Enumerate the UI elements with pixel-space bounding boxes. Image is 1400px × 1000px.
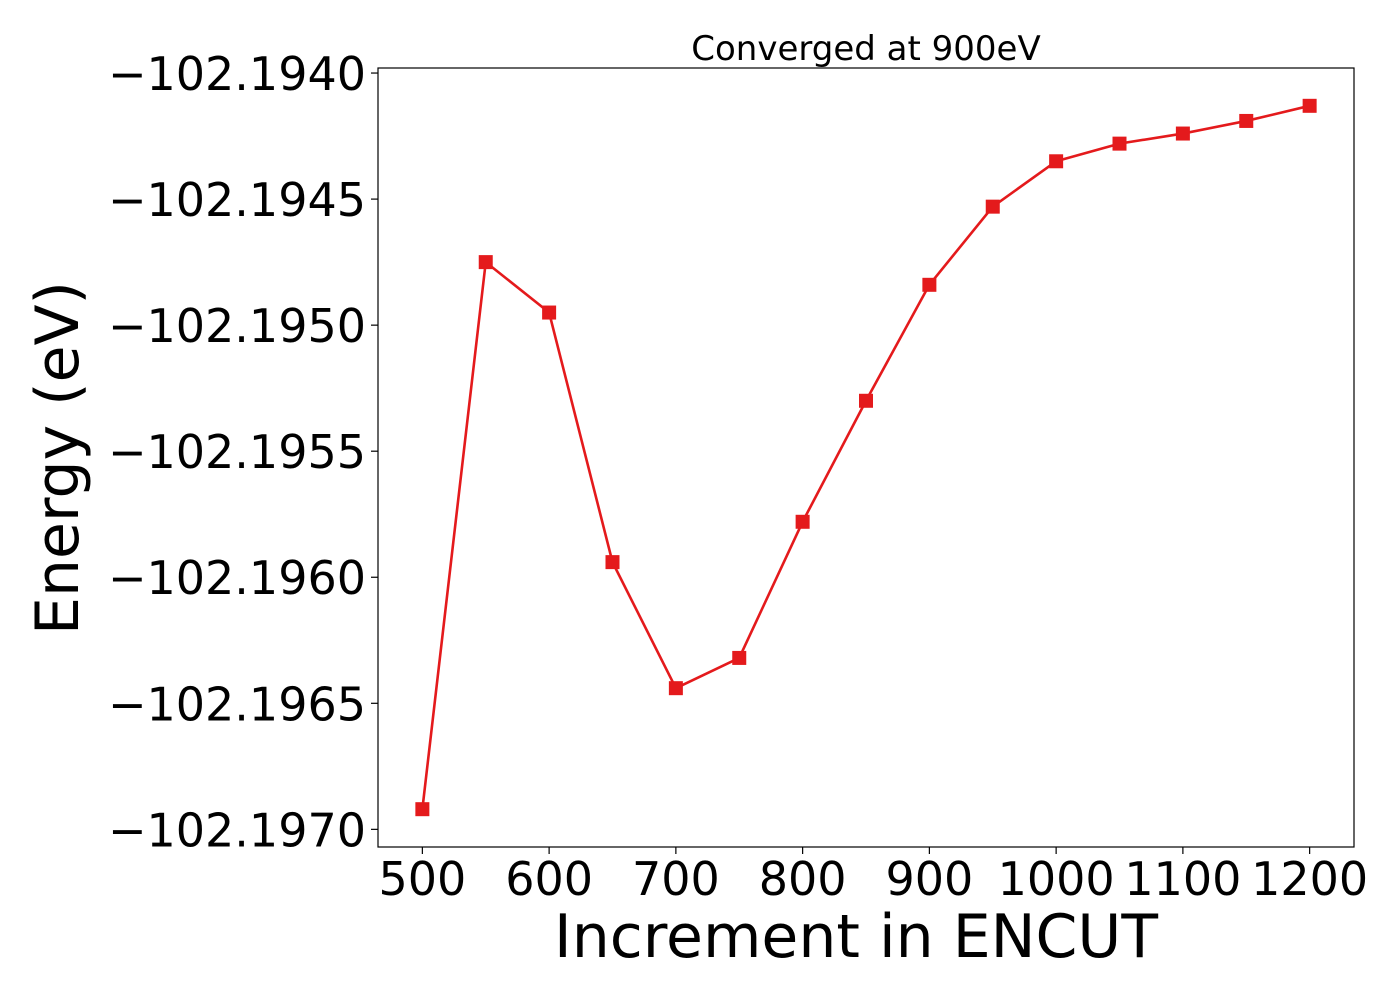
- y-tick-label: −102.1945: [108, 173, 366, 227]
- y-tick-label: −102.1970: [108, 803, 366, 857]
- y-tick-label: −102.1955: [108, 425, 366, 479]
- series-layer: [415, 98, 1317, 817]
- data-point: [542, 305, 557, 320]
- data-point: [605, 555, 620, 570]
- data-point: [985, 199, 1000, 214]
- chart-title: Converged at 900eV: [691, 29, 1040, 69]
- y-tick-label: −102.1960: [108, 551, 366, 605]
- data-point: [415, 802, 430, 817]
- x-axis: 500 600 700 800 900 1000 1100 1200: [378, 847, 1368, 906]
- data-point: [1175, 126, 1190, 141]
- data-point: [1239, 113, 1254, 128]
- data-point: [795, 514, 810, 529]
- plot-frame: [377, 67, 1355, 848]
- x-tick-label: 1200: [1251, 852, 1368, 906]
- x-tick-label: 600: [505, 852, 593, 906]
- data-point: [668, 681, 683, 696]
- x-tick-label: 900: [885, 852, 973, 906]
- y-axis: −102.1940 −102.1945 −102.1950 −102.1955 −102…: [108, 47, 378, 857]
- y-axis-label: Energy (eV): [23, 281, 93, 635]
- data-point: [478, 255, 493, 270]
- y-tick-label: −102.1965: [108, 677, 366, 731]
- data-point: [1112, 136, 1127, 151]
- x-axis-label: Increment in ENCUT: [554, 902, 1158, 972]
- y-tick-label: −102.1940: [108, 47, 366, 101]
- data-point: [732, 650, 747, 665]
- data-point: [922, 277, 937, 292]
- data-point: [1049, 154, 1064, 169]
- x-tick-label: 1100: [1124, 852, 1241, 906]
- data-point: [859, 393, 873, 408]
- x-tick-label: 1000: [998, 852, 1115, 906]
- x-tick-label: 500: [378, 852, 466, 906]
- x-tick-label: 700: [632, 852, 720, 906]
- data-point: [1302, 98, 1317, 113]
- x-tick-label: 800: [759, 852, 847, 906]
- y-tick-label: −102.1950: [108, 299, 366, 353]
